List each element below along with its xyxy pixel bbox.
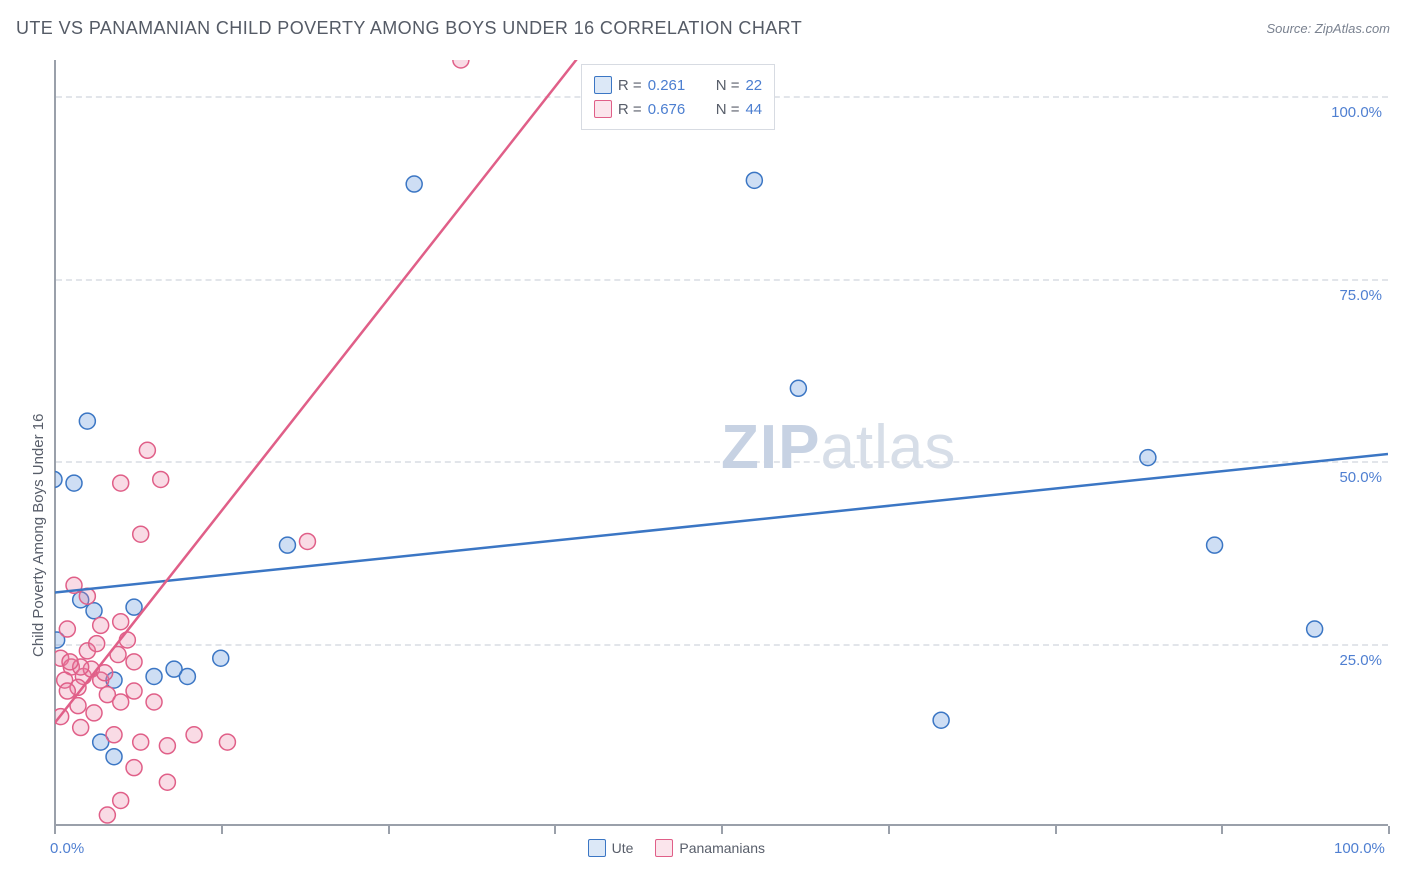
legend-swatch <box>655 839 673 857</box>
legend-swatch <box>588 839 606 857</box>
data-point-ute <box>213 650 229 666</box>
x-tick <box>554 826 556 834</box>
chart-title: UTE VS PANAMANIAN CHILD POVERTY AMONG BO… <box>16 18 802 39</box>
data-point-ute <box>166 661 182 677</box>
data-point-ute <box>933 712 949 728</box>
data-point-ute <box>1307 621 1323 637</box>
data-point-panamanians <box>219 734 235 750</box>
trend-line-panamanians <box>54 60 588 724</box>
data-point-panamanians <box>113 475 129 491</box>
bottom-legend-item: Ute <box>588 836 634 860</box>
stats-legend-row: R = 0.676 N = 44 <box>594 97 762 121</box>
chart-container: UTE VS PANAMANIAN CHILD POVERTY AMONG BO… <box>0 0 1406 892</box>
legend-n-value: 22 <box>745 77 762 94</box>
data-point-ute <box>1140 450 1156 466</box>
data-point-ute <box>279 537 295 553</box>
data-point-panamanians <box>113 694 129 710</box>
x-tick <box>221 826 223 834</box>
legend-swatch <box>594 100 612 118</box>
x-tick-label: 0.0% <box>50 840 84 857</box>
legend-n-label: N = <box>716 101 740 118</box>
data-point-panamanians <box>133 734 149 750</box>
legend-r-value: 0.676 <box>648 101 700 118</box>
data-point-panamanians <box>186 727 202 743</box>
x-tick <box>54 826 56 834</box>
data-point-ute <box>126 599 142 615</box>
data-point-ute <box>79 413 95 429</box>
legend-r-label: R = <box>618 101 642 118</box>
data-point-panamanians <box>153 471 169 487</box>
data-point-panamanians <box>86 705 102 721</box>
x-tick <box>1388 826 1390 834</box>
data-point-ute <box>66 475 82 491</box>
data-point-ute <box>790 380 806 396</box>
legend-r-label: R = <box>618 77 642 94</box>
data-point-ute <box>86 603 102 619</box>
trend-line-ute <box>54 454 1388 593</box>
x-tick <box>888 826 890 834</box>
data-point-panamanians <box>126 654 142 670</box>
data-point-panamanians <box>93 617 109 633</box>
chart-svg <box>54 60 1388 826</box>
data-point-panamanians <box>146 694 162 710</box>
data-point-panamanians <box>62 654 78 670</box>
data-point-ute <box>406 176 422 192</box>
data-point-panamanians <box>159 738 175 754</box>
data-point-panamanians <box>113 614 129 630</box>
y-tick-label: 25.0% <box>1322 652 1382 669</box>
source-label: Source: ZipAtlas.com <box>1266 21 1390 36</box>
legend-series-name: Ute <box>612 840 634 856</box>
data-point-panamanians <box>119 632 135 648</box>
data-point-panamanians <box>113 792 129 808</box>
legend-r-value: 0.261 <box>648 77 700 94</box>
data-point-panamanians <box>126 760 142 776</box>
data-point-ute <box>54 471 62 487</box>
data-point-ute <box>746 172 762 188</box>
y-tick-label: 50.0% <box>1322 469 1382 486</box>
data-point-panamanians <box>453 60 469 68</box>
y-tick-label: 100.0% <box>1322 104 1382 121</box>
data-point-panamanians <box>126 683 142 699</box>
stats-legend: R = 0.261 N = 22 R = 0.676 N = 44 <box>581 64 775 130</box>
data-point-panamanians <box>159 774 175 790</box>
x-tick <box>721 826 723 834</box>
x-tick <box>388 826 390 834</box>
data-point-panamanians <box>139 442 155 458</box>
data-point-panamanians <box>89 636 105 652</box>
x-tick <box>1221 826 1223 834</box>
x-tick-label: 100.0% <box>1334 840 1385 857</box>
title-bar: UTE VS PANAMANIAN CHILD POVERTY AMONG BO… <box>16 18 1390 39</box>
x-tick <box>1055 826 1057 834</box>
legend-swatch <box>594 76 612 94</box>
data-point-panamanians <box>59 621 75 637</box>
data-point-panamanians <box>59 683 75 699</box>
data-point-panamanians <box>106 727 122 743</box>
data-point-ute <box>1207 537 1223 553</box>
data-point-panamanians <box>99 807 115 823</box>
plot-area <box>54 60 1388 826</box>
stats-legend-row: R = 0.261 N = 22 <box>594 73 762 97</box>
data-point-panamanians <box>299 533 315 549</box>
data-point-panamanians <box>133 526 149 542</box>
bottom-legend: Ute Panamanians <box>588 836 765 860</box>
y-axis-label: Child Poverty Among Boys Under 16 <box>30 414 47 657</box>
legend-n-label: N = <box>716 77 740 94</box>
data-point-ute <box>106 749 122 765</box>
data-point-ute <box>146 668 162 684</box>
legend-n-value: 44 <box>745 101 762 118</box>
bottom-legend-item: Panamanians <box>655 836 765 860</box>
y-tick-label: 75.0% <box>1322 287 1382 304</box>
data-point-panamanians <box>73 720 89 736</box>
legend-series-name: Panamanians <box>679 840 765 856</box>
